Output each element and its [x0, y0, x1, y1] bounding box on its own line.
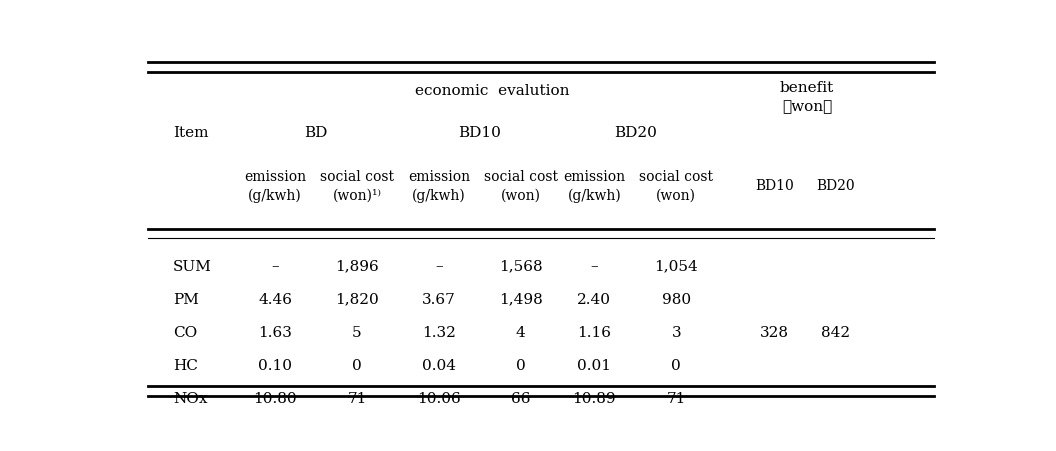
Text: BD10: BD10 — [755, 179, 794, 193]
Text: emission
(g/kwh): emission (g/kwh) — [563, 170, 625, 202]
Text: BD10: BD10 — [458, 125, 502, 139]
Text: emission
(g/kwh): emission (g/kwh) — [408, 170, 470, 202]
Text: 10.89: 10.89 — [572, 391, 617, 405]
Text: 3: 3 — [672, 325, 681, 339]
Text: 10.06: 10.06 — [417, 391, 460, 405]
Text: economic  evalution: economic evalution — [415, 83, 569, 97]
Text: 842: 842 — [822, 325, 850, 339]
Text: 328: 328 — [760, 325, 789, 339]
Text: 1.16: 1.16 — [578, 325, 611, 339]
Text: 4: 4 — [516, 325, 526, 339]
Text: 71: 71 — [666, 391, 686, 405]
Text: social cost
(won): social cost (won) — [639, 170, 713, 202]
Text: 0.01: 0.01 — [578, 358, 611, 372]
Text: 0: 0 — [516, 358, 526, 372]
Text: 1,820: 1,820 — [335, 292, 379, 306]
Text: social cost
(won): social cost (won) — [484, 170, 558, 202]
Text: PM: PM — [173, 292, 199, 306]
Text: –: – — [590, 259, 598, 273]
Text: 0: 0 — [672, 358, 681, 372]
Text: 1,054: 1,054 — [655, 259, 698, 273]
Text: 2.40: 2.40 — [578, 292, 611, 306]
Text: 71: 71 — [347, 391, 366, 405]
Text: NOx: NOx — [173, 391, 207, 405]
Text: –: – — [435, 259, 442, 273]
Text: 0.10: 0.10 — [259, 358, 293, 372]
Text: BD20: BD20 — [816, 179, 855, 193]
Text: BD20: BD20 — [614, 125, 657, 139]
Text: HC: HC — [173, 358, 197, 372]
Text: 1.63: 1.63 — [259, 325, 293, 339]
Text: SUM: SUM — [173, 259, 212, 273]
Text: emission
(g/kwh): emission (g/kwh) — [244, 170, 306, 202]
Text: 10.80: 10.80 — [253, 391, 297, 405]
Text: 3.67: 3.67 — [422, 292, 456, 306]
Text: 1,568: 1,568 — [498, 259, 543, 273]
Text: 1.32: 1.32 — [422, 325, 456, 339]
Text: 1,498: 1,498 — [498, 292, 543, 306]
Text: 1,896: 1,896 — [335, 259, 379, 273]
Text: social cost
(won)¹⁾: social cost (won)¹⁾ — [320, 170, 394, 202]
Text: 5: 5 — [353, 325, 362, 339]
Text: Item: Item — [173, 125, 208, 139]
Text: 4.46: 4.46 — [259, 292, 293, 306]
Text: benefit
（won）: benefit （won） — [780, 81, 834, 114]
Text: 0.04: 0.04 — [422, 358, 456, 372]
Text: 0: 0 — [353, 358, 362, 372]
Text: BD: BD — [304, 125, 327, 139]
Text: –: – — [271, 259, 279, 273]
Text: 66: 66 — [511, 391, 530, 405]
Text: 980: 980 — [662, 292, 691, 306]
Text: CO: CO — [173, 325, 197, 339]
